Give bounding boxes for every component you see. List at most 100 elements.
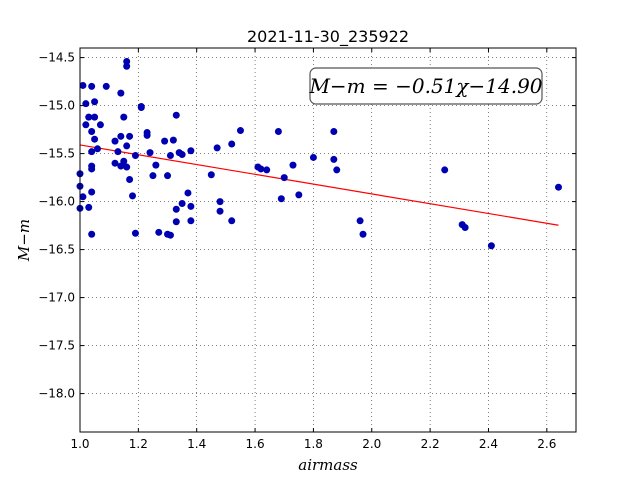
plot-background xyxy=(80,48,576,432)
y-tick-label: −16.0 xyxy=(38,195,75,209)
data-point xyxy=(330,155,338,163)
data-point xyxy=(213,144,221,152)
data-point xyxy=(94,145,102,153)
data-point xyxy=(146,149,154,157)
data-point xyxy=(178,200,186,208)
data-point xyxy=(91,135,99,143)
data-point xyxy=(79,81,87,89)
fit-line xyxy=(79,144,559,226)
grid-lines xyxy=(80,48,576,432)
data-point xyxy=(114,148,122,156)
y-tick-label: −17.0 xyxy=(38,291,75,305)
data-point xyxy=(172,111,180,119)
x-tick-label: 2.6 xyxy=(537,437,556,451)
data-point xyxy=(82,100,90,108)
data-point xyxy=(330,128,338,136)
data-point xyxy=(172,205,180,213)
data-point xyxy=(88,128,96,136)
y-axis-label: M−m xyxy=(15,219,33,262)
data-point xyxy=(309,153,317,161)
data-point xyxy=(91,98,99,106)
data-point xyxy=(461,224,469,232)
data-point xyxy=(161,137,169,145)
data-point xyxy=(257,165,265,173)
data-point xyxy=(274,128,282,136)
data-point xyxy=(172,218,180,226)
data-point xyxy=(356,217,364,225)
data-point xyxy=(228,217,236,225)
equation-box-frame xyxy=(309,67,543,105)
data-point xyxy=(155,228,163,236)
data-point xyxy=(333,166,341,174)
data-point xyxy=(88,230,96,238)
data-point xyxy=(554,183,562,191)
data-point xyxy=(88,82,96,90)
data-point xyxy=(88,188,96,196)
data-point xyxy=(137,104,145,112)
data-point xyxy=(117,89,125,97)
data-point xyxy=(216,198,224,206)
equation-text: M−m = −0.51χ−14.90 xyxy=(308,74,542,98)
points-layer xyxy=(76,57,562,250)
y-tick-label: −15.0 xyxy=(38,99,75,113)
x-tick-label: 2.2 xyxy=(421,437,440,451)
data-point xyxy=(280,174,288,182)
data-point xyxy=(236,127,244,135)
data-point xyxy=(178,151,186,159)
data-point xyxy=(295,191,303,199)
data-point xyxy=(131,229,139,237)
plot-frame xyxy=(79,47,577,433)
data-point xyxy=(111,159,119,167)
data-point xyxy=(187,147,195,155)
y-tick-label: −17.5 xyxy=(38,339,75,353)
data-point xyxy=(88,148,96,156)
data-point xyxy=(88,165,96,173)
data-point xyxy=(123,57,131,65)
y-tick-label: −14.5 xyxy=(38,51,75,65)
data-point xyxy=(166,231,174,239)
data-point xyxy=(111,137,119,145)
data-point xyxy=(289,161,297,169)
x-axis-label: airmass xyxy=(298,456,358,474)
data-point xyxy=(129,192,137,200)
x-tick-label: 1.6 xyxy=(246,437,265,451)
data-point xyxy=(228,140,236,148)
data-point xyxy=(263,166,271,174)
data-point xyxy=(85,113,93,121)
data-point xyxy=(152,161,160,169)
data-point xyxy=(126,176,134,184)
data-point xyxy=(123,163,131,171)
data-point xyxy=(187,202,195,210)
y-tick-label: −15.5 xyxy=(38,147,75,161)
x-tick-label: 2.4 xyxy=(479,437,498,451)
data-point xyxy=(82,121,90,129)
equation-box: M−m = −0.51χ−14.90 xyxy=(308,67,543,105)
y-tick-label: −16.5 xyxy=(38,243,75,257)
data-point xyxy=(166,152,174,160)
data-point xyxy=(184,189,192,197)
x-tick-label: 1.2 xyxy=(129,437,148,451)
data-point xyxy=(207,171,215,179)
data-point xyxy=(79,193,87,201)
chart-title: 2021-11-30_235922 xyxy=(247,27,409,47)
data-point xyxy=(91,113,99,121)
data-point xyxy=(169,136,177,144)
data-point xyxy=(131,152,139,160)
data-point xyxy=(277,195,285,203)
data-point xyxy=(359,230,367,238)
data-point xyxy=(216,207,224,215)
x-tick-label: 2.0 xyxy=(362,437,381,451)
x-tick-label: 1.8 xyxy=(304,437,323,451)
x-tick-label: 1.4 xyxy=(187,437,206,451)
x-tick-label: 1.0 xyxy=(70,437,89,451)
data-point xyxy=(441,166,449,174)
data-point xyxy=(123,142,131,150)
data-point xyxy=(120,157,128,165)
data-point xyxy=(487,242,495,250)
data-point xyxy=(117,132,125,140)
data-point xyxy=(149,172,157,180)
data-point xyxy=(123,62,131,70)
data-point xyxy=(164,172,172,180)
data-point xyxy=(85,203,93,211)
